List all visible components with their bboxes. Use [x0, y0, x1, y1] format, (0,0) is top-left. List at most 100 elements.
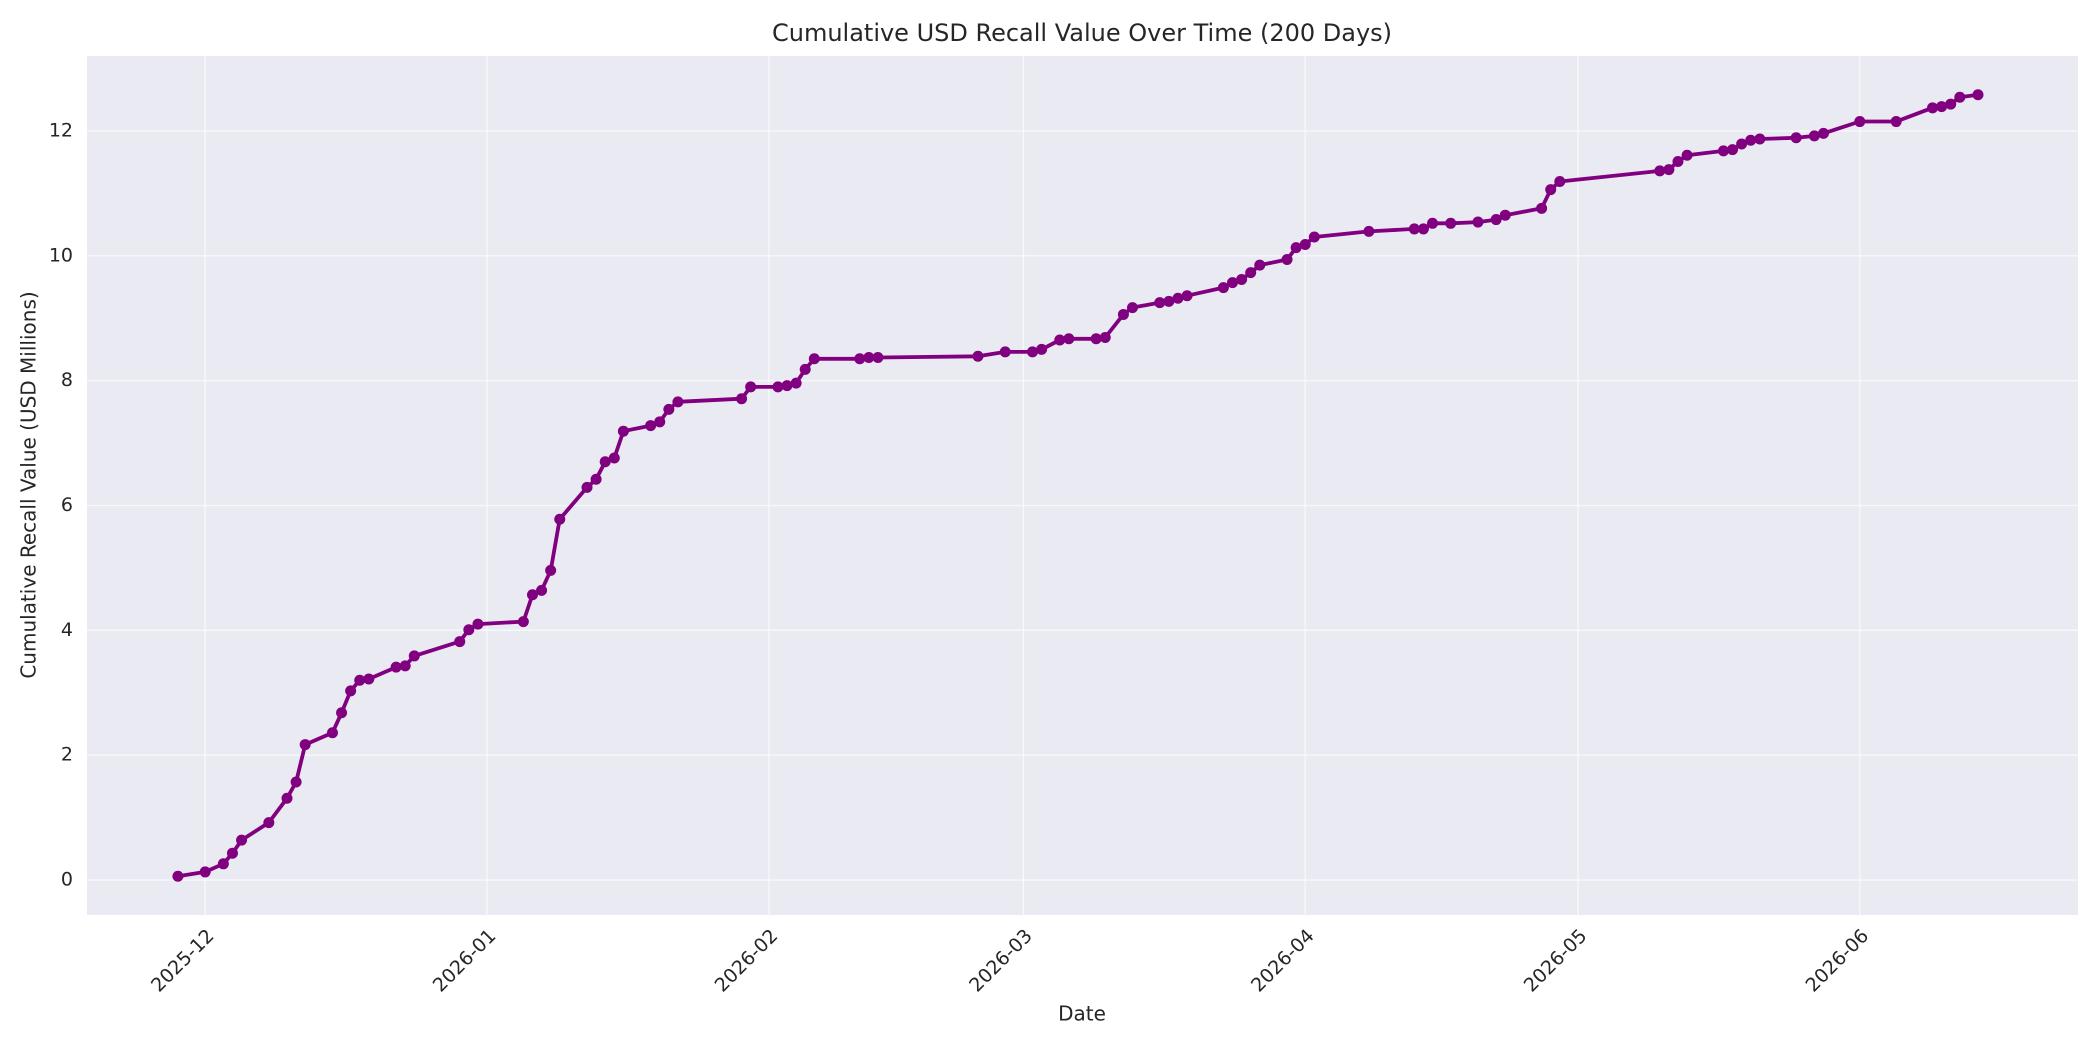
- x-tick-label: 2026-06: [1802, 925, 1874, 997]
- data-point: [1036, 343, 1048, 355]
- data-point: [326, 727, 338, 739]
- data-point: [1972, 89, 1984, 101]
- data-point: [226, 847, 238, 859]
- data-point: [1099, 332, 1111, 344]
- data-point: [1499, 209, 1511, 221]
- data-point: [1308, 231, 1320, 243]
- data-point: [236, 834, 248, 846]
- data-point: [1236, 273, 1248, 285]
- y-tick-label: 0: [61, 869, 73, 891]
- data-point: [1181, 290, 1193, 302]
- chart-title: Cumulative USD Recall Value Over Time (2…: [772, 19, 1392, 47]
- data-point: [1154, 297, 1166, 309]
- data-point: [1945, 98, 1957, 110]
- data-point: [672, 396, 684, 408]
- data-point: [1290, 242, 1302, 254]
- data-point: [1545, 184, 1557, 196]
- data-point: [1063, 333, 1075, 345]
- data-point: [1808, 130, 1820, 142]
- data-point: [1727, 144, 1739, 156]
- data-point: [608, 452, 620, 464]
- y-axis-label: Cumulative Recall Value (USD Millions): [17, 291, 41, 678]
- x-tick-label: 2025-12: [147, 925, 219, 997]
- data-point: [1736, 138, 1748, 150]
- data-point: [1936, 101, 1948, 113]
- data-point: [1745, 134, 1757, 146]
- data-point: [1445, 217, 1457, 229]
- data-point: [781, 380, 793, 392]
- data-point: [1672, 156, 1684, 168]
- data-point: [1026, 346, 1038, 358]
- y-tick-label: 8: [61, 369, 73, 391]
- data-point: [1554, 175, 1566, 187]
- y-tick-label: 4: [61, 619, 73, 641]
- data-point: [1417, 223, 1429, 235]
- data-point: [1490, 214, 1502, 226]
- data-point: [1817, 127, 1829, 139]
- data-point: [790, 377, 802, 389]
- data-point: [354, 674, 366, 686]
- data-point: [745, 381, 757, 393]
- data-point: [1299, 239, 1311, 251]
- data-point: [517, 616, 529, 628]
- data-point: [1054, 334, 1066, 346]
- data-point: [1427, 217, 1439, 229]
- data-point: [1754, 133, 1766, 145]
- data-point: [1927, 102, 1939, 114]
- y-tick-label: 10: [49, 244, 73, 266]
- plot-area: [87, 56, 2078, 915]
- data-point: [363, 673, 375, 685]
- x-tick-label: 2026-05: [1520, 925, 1592, 997]
- data-point: [1536, 202, 1548, 214]
- data-point: [1681, 149, 1693, 161]
- data-point: [654, 416, 666, 428]
- data-point: [972, 350, 984, 362]
- data-point: [1854, 116, 1866, 128]
- data-point: [199, 866, 211, 878]
- data-point: [1954, 91, 1966, 103]
- data-point: [1790, 132, 1802, 144]
- data-point: [1163, 295, 1175, 307]
- data-point: [1172, 292, 1184, 304]
- data-point: [336, 707, 348, 719]
- data-point: [1090, 333, 1102, 345]
- data-point: [299, 739, 311, 751]
- data-point: [281, 792, 293, 804]
- data-point: [999, 346, 1011, 358]
- data-point: [290, 776, 302, 788]
- y-tick-label: 6: [61, 494, 73, 516]
- data-point: [590, 473, 602, 485]
- data-point: [1717, 145, 1729, 157]
- data-point: [1472, 216, 1484, 228]
- data-point: [863, 352, 875, 364]
- data-point: [1227, 277, 1239, 289]
- x-tick-label: 2026-01: [429, 925, 501, 997]
- data-point: [408, 650, 420, 662]
- data-point: [1654, 165, 1666, 177]
- x-tick-label: 2026-04: [1247, 925, 1319, 997]
- data-point: [472, 618, 484, 630]
- data-point: [872, 352, 884, 364]
- data-point: [1408, 223, 1420, 235]
- data-point: [172, 870, 184, 882]
- data-point: [1254, 259, 1266, 271]
- data-point: [399, 660, 411, 672]
- data-point: [1281, 254, 1293, 266]
- data-point: [390, 661, 402, 673]
- data-point: [526, 589, 538, 601]
- data-point: [1127, 302, 1139, 314]
- data-point: [736, 393, 748, 405]
- x-tick-label: 2026-02: [711, 925, 783, 997]
- data-point: [545, 564, 557, 576]
- data-point: [1217, 282, 1229, 294]
- data-point: [536, 584, 548, 596]
- data-point: [345, 685, 357, 697]
- data-point: [645, 420, 657, 432]
- data-point: [454, 636, 466, 648]
- data-point: [854, 353, 866, 365]
- x-axis-label: Date: [1058, 1002, 1106, 1026]
- data-point: [463, 624, 475, 636]
- data-point: [599, 456, 611, 468]
- data-point: [799, 363, 811, 375]
- data-point: [1363, 225, 1375, 237]
